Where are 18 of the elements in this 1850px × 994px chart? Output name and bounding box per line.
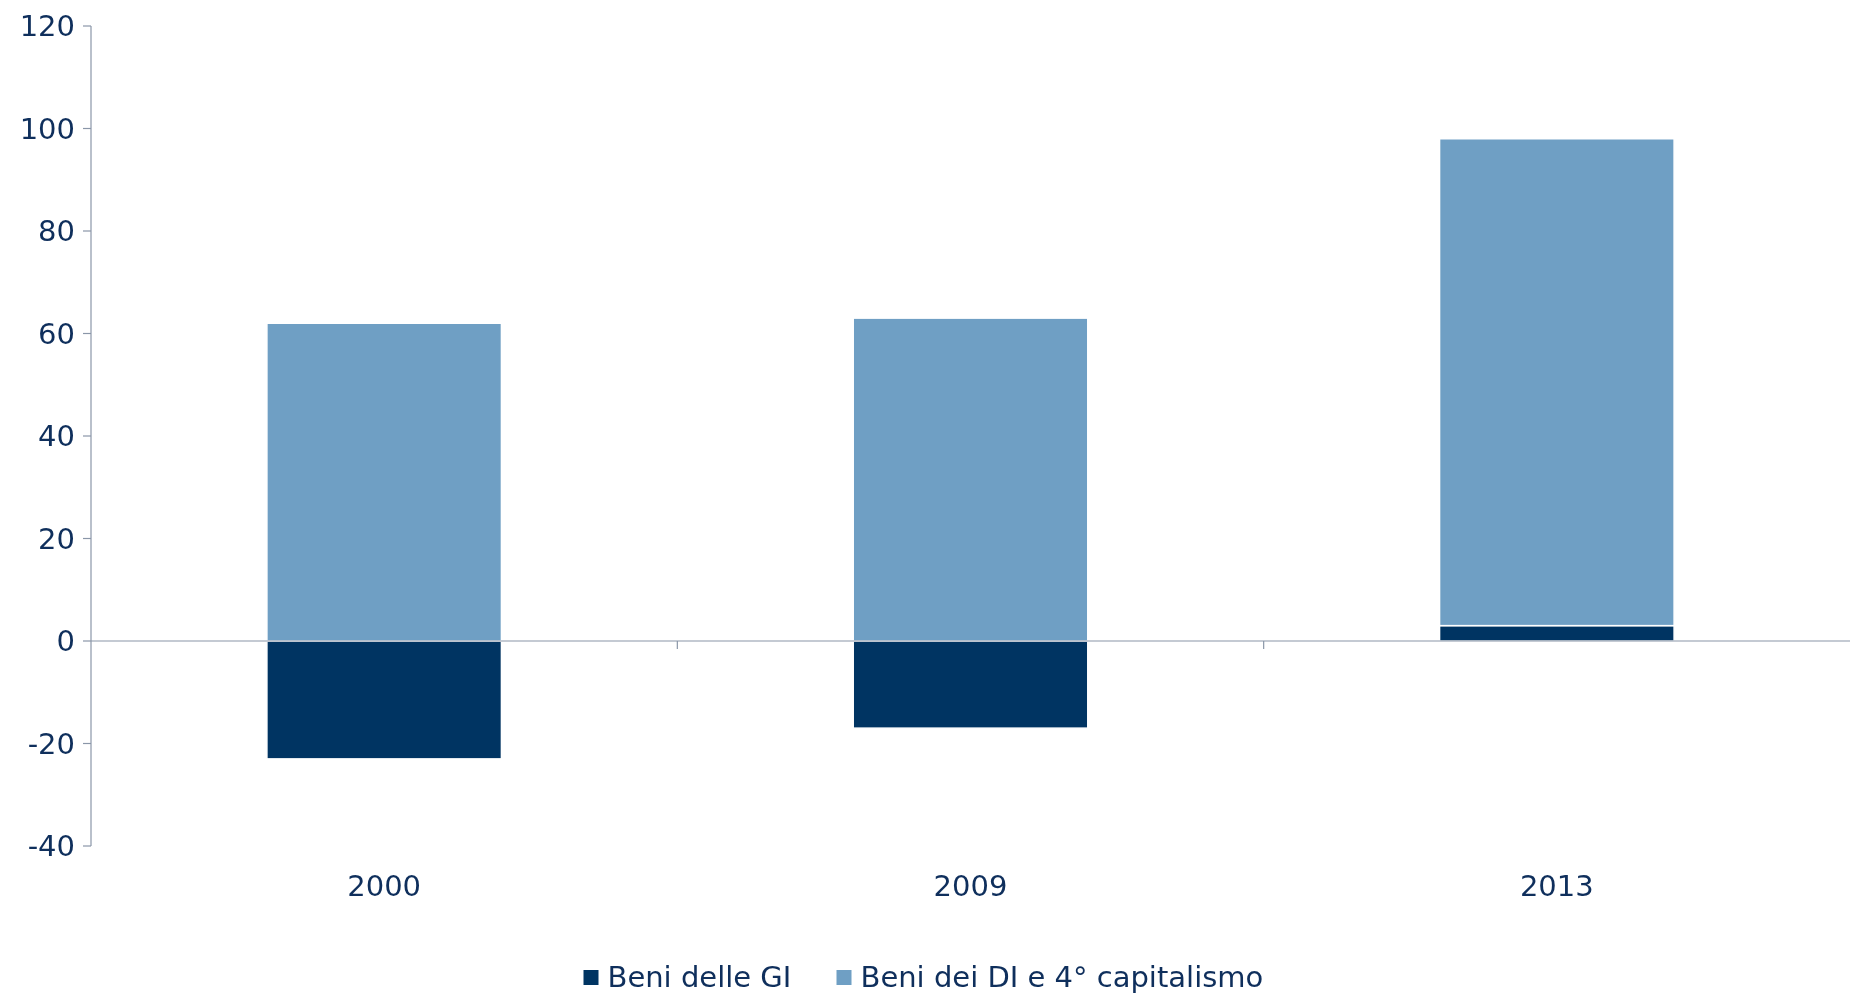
y-tick-label: 80	[38, 214, 75, 249]
legend-label: Beni delle GI	[607, 960, 792, 994]
y-tick-label: 40	[38, 419, 75, 454]
y-tick-label: 120	[19, 9, 75, 44]
y-tick-label: -20	[27, 726, 75, 761]
x-tick-label: 2013	[1519, 869, 1594, 904]
y-tick-label: 0	[56, 624, 75, 659]
bar	[852, 317, 1089, 642]
y-tick-label: -40	[27, 829, 75, 864]
y-tick-label: 60	[38, 316, 75, 351]
x-tick-label: 2000	[347, 869, 422, 904]
x-tick-label: 2009	[933, 869, 1008, 904]
bar	[266, 322, 503, 642]
legend-label: Beni dei DI e 4° capitalismo	[860, 960, 1264, 994]
bar	[852, 640, 1089, 729]
y-tick-label: 100	[19, 111, 75, 146]
bar	[266, 640, 503, 760]
y-tick-label: 20	[38, 521, 75, 556]
